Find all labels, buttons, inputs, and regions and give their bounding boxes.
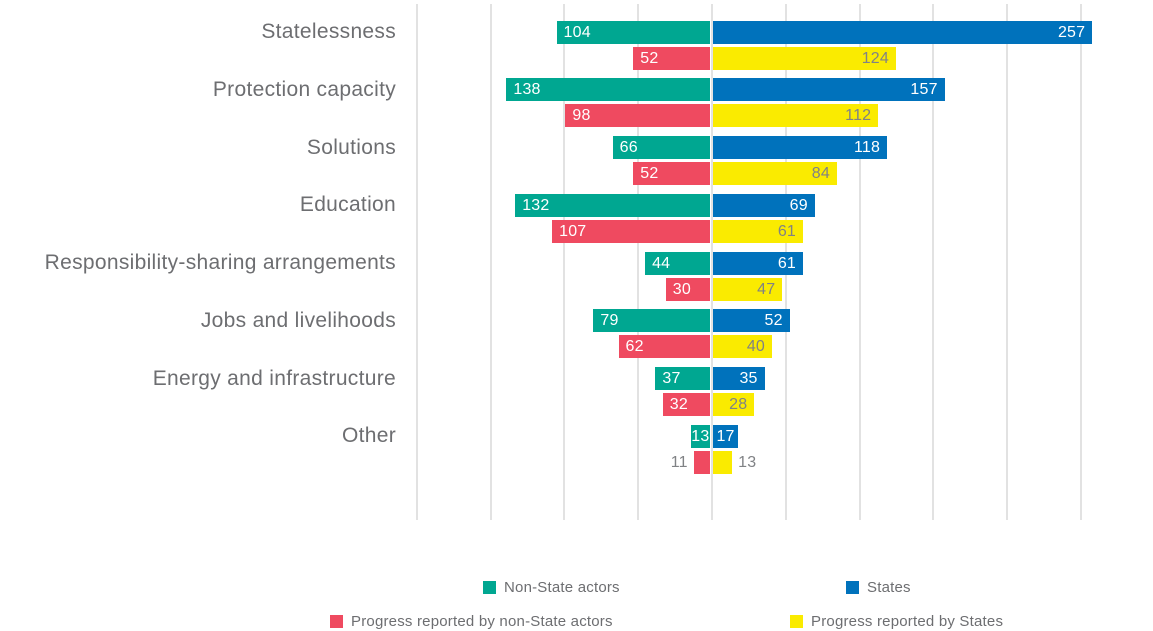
- legend-label: Progress reported by non-State actors: [351, 613, 613, 630]
- bar-value: 52: [640, 49, 659, 67]
- bar-states: 257: [713, 20, 1093, 44]
- category-label: Other: [341, 424, 396, 448]
- bar-progress-reported-by-states: 84: [713, 162, 837, 185]
- bar-progress-reported-by-non-state-actors: 30: [665, 277, 710, 301]
- bar-value: 157: [910, 81, 938, 99]
- category-label: Energy and infrastructure: [152, 366, 396, 390]
- bar-value: 32: [669, 396, 688, 413]
- gridline: [711, 4, 713, 520]
- legend-swatch-icon: [483, 581, 496, 594]
- bar-value: 61: [777, 254, 797, 272]
- gridline: [932, 4, 935, 520]
- bar-progress-reported-by-non-state-actors: 52: [633, 162, 710, 185]
- bar-value: 52: [640, 165, 659, 182]
- bar-value: 37: [662, 370, 681, 387]
- bar-progress-reported-by-non-state-actors: 107: [552, 219, 710, 243]
- bar-value: 69: [789, 196, 808, 214]
- bar-states: 157: [713, 78, 945, 102]
- bar-states: 118: [713, 136, 888, 159]
- bar-non-state-actors: 104: [556, 20, 710, 44]
- bar-progress-reported-by-non-state-actors: 62: [618, 335, 710, 359]
- legend-item-progress-reported-by-states: Progress reported by States: [790, 613, 1003, 630]
- bar-states: 17: [713, 424, 739, 448]
- bar-value: 17: [716, 427, 735, 445]
- bar-progress-reported-by-states: 124: [713, 46, 896, 70]
- gridline: [563, 4, 566, 520]
- bar-progress-reported-by-states: 112: [713, 104, 879, 128]
- legend-item-non-state-actors: Non-State actors: [483, 579, 620, 596]
- bar-states: 35: [713, 367, 765, 390]
- bar-value: 61: [777, 222, 797, 240]
- bar-states: 69: [713, 193, 815, 217]
- category-label: Education: [299, 193, 396, 217]
- bar-non-state-actors: 44: [645, 251, 710, 275]
- bar-progress-reported-by-states: [713, 450, 733, 474]
- gridline: [1006, 4, 1009, 520]
- bar-value: 132: [522, 196, 550, 214]
- gridline: [1079, 4, 1082, 520]
- bar-progress-reported-by-states: 47: [713, 277, 783, 301]
- legend-label: Progress reported by States: [811, 613, 1004, 630]
- bar-non-state-actors: 79: [593, 309, 710, 333]
- bar-progress-reported-by-non-state-actors: [693, 450, 710, 474]
- category-label: Statelessness: [261, 20, 396, 43]
- bar-value: 30: [672, 280, 691, 298]
- legend-item-progress-reported-by-non-state-actors: Progress reported by non-State actors: [330, 613, 613, 630]
- bar-value: 62: [625, 338, 644, 356]
- gridline: [489, 4, 492, 520]
- bar-value: 118: [854, 139, 881, 156]
- bar-progress-reported-by-non-state-actors: 52: [633, 46, 710, 70]
- legend-swatch-icon: [846, 581, 859, 594]
- bar-value: 138: [513, 81, 541, 99]
- bar-value: 79: [600, 312, 619, 330]
- legend-item-states: States: [846, 579, 911, 596]
- category-label: Responsibility-sharing arrangements: [44, 251, 396, 274]
- legend-swatch-icon: [330, 615, 343, 628]
- category-label: Solutions: [306, 135, 396, 159]
- legend-swatch-icon: [790, 615, 803, 628]
- bar-value: 257: [1057, 23, 1086, 41]
- bar-progress-reported-by-states: 61: [713, 219, 804, 243]
- bar-value: 13: [691, 427, 710, 445]
- bar-progress-reported-by-non-state-actors: 32: [662, 393, 710, 416]
- bar-value-outside: 11: [670, 453, 688, 471]
- bar-value: 52: [764, 312, 783, 330]
- gridline: [858, 4, 861, 520]
- legend-label: States: [867, 579, 911, 596]
- bar-progress-reported-by-states: 28: [713, 393, 755, 416]
- bar-value: 98: [572, 107, 591, 125]
- category-label: Jobs and livelihoods: [200, 308, 396, 332]
- bar-value: 84: [811, 165, 830, 182]
- bar-value: 28: [729, 396, 748, 413]
- legend-label: Non-State actors: [504, 579, 620, 596]
- gridline: [637, 4, 640, 520]
- bar-states: 52: [713, 309, 790, 333]
- category-label: Protection capacity: [212, 77, 396, 101]
- bar-progress-reported-by-non-state-actors: 98: [565, 104, 710, 128]
- bar-non-state-actors: 66: [612, 136, 710, 159]
- bar-value: 44: [652, 254, 671, 272]
- bar-value-outside: 13: [738, 453, 757, 471]
- bar-non-state-actors: 132: [515, 193, 710, 217]
- bar-progress-reported-by-states: 40: [713, 335, 773, 359]
- bar-non-state-actors: 13: [690, 424, 710, 448]
- bar-value: 112: [845, 107, 872, 125]
- bar-value: 35: [739, 370, 758, 387]
- bar-value: 107: [559, 222, 587, 240]
- bar-non-state-actors: 138: [506, 78, 710, 102]
- bar-value: 104: [563, 23, 591, 41]
- bar-value: 66: [619, 139, 638, 156]
- gridline: [415, 4, 418, 520]
- bar-value: 124: [861, 49, 889, 67]
- bar-states: 61: [713, 251, 804, 275]
- bar-value: 47: [757, 280, 776, 298]
- bar-value: 40: [746, 338, 766, 356]
- bar-non-state-actors: 37: [655, 367, 710, 390]
